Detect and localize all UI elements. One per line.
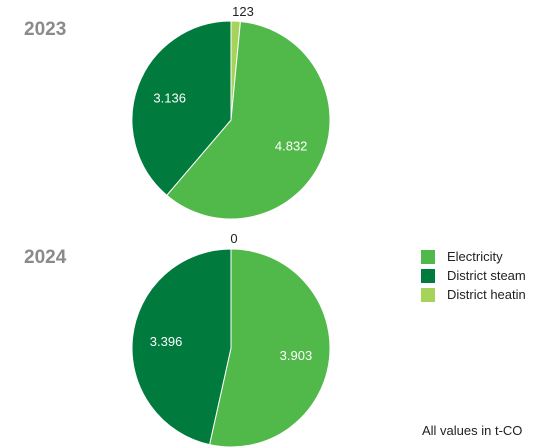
legend-swatch-district-heating bbox=[421, 287, 435, 302]
slice-label-electricity-2023: 4.832 bbox=[275, 138, 308, 153]
pie-2023: 123 4.832 3.136 bbox=[131, 4, 331, 220]
slice-label-electricity-2024: 3.903 bbox=[280, 348, 313, 363]
legend-item-electricity: Electricity bbox=[421, 247, 526, 266]
legend-swatch-electricity bbox=[421, 249, 435, 264]
slice-label-district-steam-2023: 3.136 bbox=[153, 90, 186, 105]
slice-electricity-2024 bbox=[208, 248, 331, 448]
slice-district-steam-2023 bbox=[131, 20, 232, 197]
legend-item-district-steam: District steam bbox=[421, 266, 526, 285]
slice-label-district-heating-2023: 123 bbox=[232, 4, 254, 19]
slice-label-district-steam-2024: 3.396 bbox=[150, 334, 183, 349]
legend-item-district-heating: District heatin bbox=[421, 285, 526, 304]
slice-label-district-heating-2024: 0 bbox=[230, 231, 237, 246]
slice-district-steam-2024 bbox=[131, 248, 232, 446]
slice-electricity-2023 bbox=[166, 20, 331, 220]
year-label-2023: 2023 bbox=[24, 19, 67, 40]
year-label-2024: 2024 bbox=[24, 247, 67, 268]
units-footnote: All values in t-CO bbox=[422, 423, 523, 438]
legend-label-electricity: Electricity bbox=[447, 249, 503, 264]
pie-2024: 3.903 3.396 0 bbox=[131, 231, 331, 448]
legend: Electricity District steam District heat… bbox=[421, 247, 526, 304]
legend-label-district-steam: District steam bbox=[447, 268, 526, 283]
legend-swatch-district-steam bbox=[421, 268, 435, 283]
legend-label-district-heating: District heatin bbox=[447, 287, 526, 302]
